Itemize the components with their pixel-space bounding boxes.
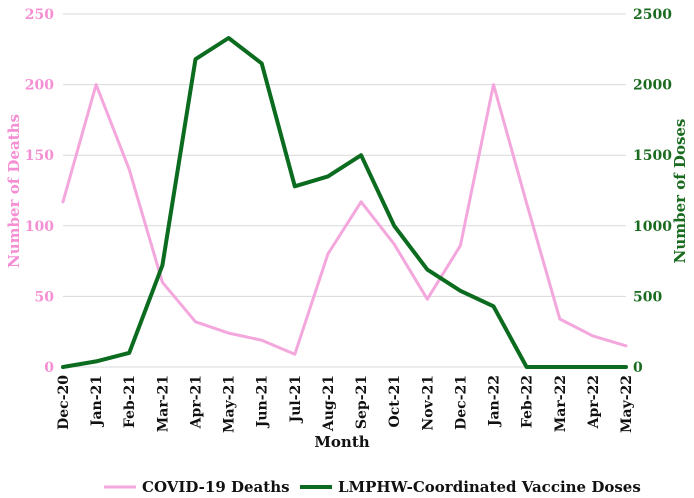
x-axis-title: Month — [314, 433, 369, 451]
x-tick-label: Mar-22 — [553, 375, 569, 432]
right-tick-label: 2500 — [633, 7, 672, 23]
x-tick-label: Aug-21 — [321, 375, 337, 432]
gridlines — [63, 13, 626, 368]
x-tick-label: Nov-21 — [420, 375, 436, 431]
x-tick-label: Feb-22 — [520, 375, 536, 428]
right-tick-label: 0 — [633, 360, 643, 376]
legend-label-vaccine-doses: LMPHW-Coordinated Vaccine Doses — [338, 478, 641, 496]
x-tick-label: May-21 — [222, 375, 238, 433]
x-tick-label: Dec-20 — [56, 375, 72, 430]
left-axis-ticks: 0 50 100 150 200 250 — [25, 7, 54, 376]
right-axis-title: Number of Doses — [671, 119, 689, 264]
left-tick-label: 100 — [25, 219, 54, 235]
x-tick-label: Dec-21 — [453, 375, 469, 430]
series-line-covid-deaths — [61, 83, 628, 356]
x-tick-label: Oct-21 — [387, 375, 403, 427]
legend: COVID-19 Deaths LMPHW-Coordinated Vaccin… — [104, 478, 641, 496]
series-lines — [61, 36, 628, 369]
right-tick-label: 1000 — [633, 219, 672, 235]
right-tick-label: 2000 — [633, 78, 672, 94]
series-line-vaccine-doses — [61, 36, 628, 369]
right-tick-label: 1500 — [633, 148, 672, 164]
x-tick-label: Jun-21 — [255, 375, 271, 429]
right-tick-label: 500 — [633, 289, 662, 305]
x-tick-label: Apr-22 — [586, 375, 602, 429]
left-tick-label: 250 — [25, 7, 54, 23]
x-tick-label: Apr-21 — [188, 375, 204, 429]
left-tick-label: 50 — [35, 289, 55, 305]
x-tick-label: Jan-22 — [487, 375, 503, 428]
left-axis-title: Number of Deaths — [5, 114, 23, 268]
legend-label-covid-deaths: COVID-19 Deaths — [142, 478, 290, 496]
x-tick-label: Sep-21 — [354, 375, 370, 429]
x-tick-label: Mar-21 — [155, 375, 171, 432]
left-tick-label: 150 — [25, 148, 54, 164]
x-tick-label: Jul-21 — [288, 375, 304, 424]
x-tick-label: Jan-21 — [89, 375, 105, 428]
right-axis-ticks: 0 500 1000 1500 2000 2500 — [633, 7, 672, 376]
left-tick-label: 0 — [44, 360, 54, 376]
x-tick-label: May-22 — [619, 375, 635, 433]
x-tick-label: Feb-21 — [122, 375, 138, 428]
left-tick-label: 200 — [25, 78, 54, 94]
x-axis-ticks: Dec-20 Jan-21 Feb-21 Mar-21 Apr-21 May-21 Jun-… — [56, 375, 635, 433]
